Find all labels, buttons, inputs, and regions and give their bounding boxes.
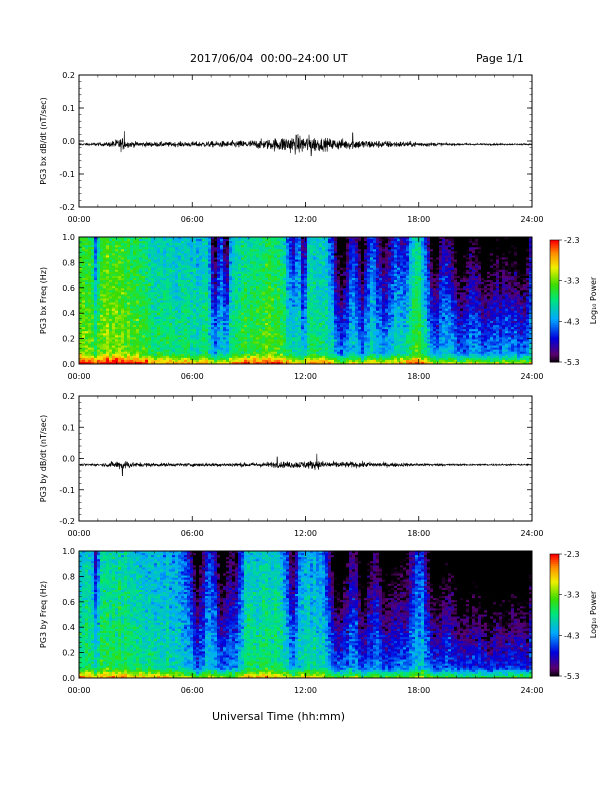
y-tick-label: 0.2 <box>62 71 75 80</box>
y-tick-label: -0.1 <box>59 170 75 179</box>
y-tick-label: 0.0 <box>62 137 75 146</box>
x-tick-label: 06:00 <box>181 215 204 224</box>
x-tick-label: 18:00 <box>407 215 430 224</box>
y-axis-label: PG3 bx dB/dt (nT/sec) <box>39 97 48 184</box>
plot-border <box>79 75 532 207</box>
y-tick-label: 0.1 <box>62 104 75 113</box>
panel-2-spectrogram <box>79 237 532 364</box>
panel-1-trace <box>79 131 532 156</box>
x-tick-label: 00:00 <box>67 215 90 224</box>
x-tick-label: 24:00 <box>520 215 543 224</box>
x-tick-label: 12:00 <box>294 215 317 224</box>
y-tick-label: -0.2 <box>59 203 75 212</box>
